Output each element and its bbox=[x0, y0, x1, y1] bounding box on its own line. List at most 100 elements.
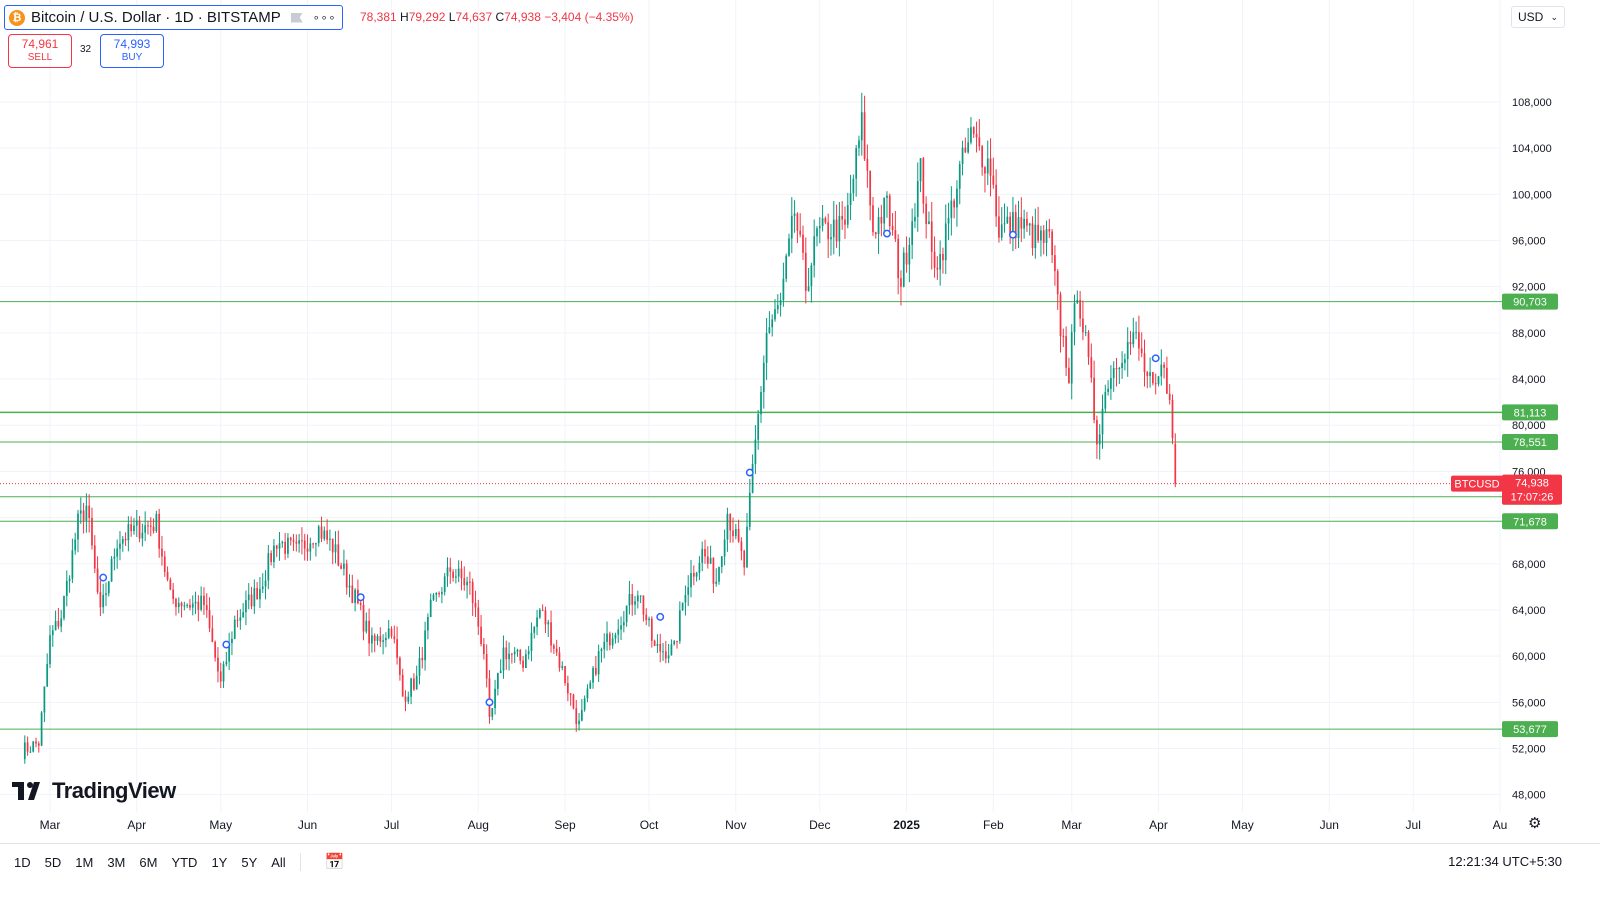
candle-body bbox=[1110, 378, 1112, 389]
candle-body bbox=[1135, 332, 1137, 334]
time-tick-label: Apr bbox=[127, 818, 146, 832]
candle-body bbox=[902, 252, 905, 287]
candle-body bbox=[211, 628, 214, 642]
candle-body bbox=[340, 565, 342, 569]
candle-body bbox=[1104, 391, 1107, 409]
candle-body bbox=[1149, 372, 1151, 376]
candle-body bbox=[760, 392, 762, 415]
candle-body bbox=[119, 543, 121, 549]
price-chart[interactable]: 48,00052,00056,00060,00064,00068,00072,0… bbox=[0, 0, 1600, 843]
candle-body bbox=[1056, 271, 1059, 295]
price-axis[interactable]: 48,00052,00056,00060,00064,00068,00072,0… bbox=[1451, 97, 1562, 802]
spread-value: 32 bbox=[80, 44, 92, 55]
buy-button[interactable]: 74,993 BUY bbox=[100, 34, 164, 68]
candle-body bbox=[197, 601, 200, 610]
time-tick-label: Mar bbox=[1061, 818, 1082, 832]
candle-body bbox=[967, 142, 970, 153]
candle-body bbox=[239, 617, 242, 621]
range-1d[interactable]: 1D bbox=[14, 854, 31, 870]
candle-body bbox=[505, 647, 508, 660]
candle-body bbox=[228, 643, 231, 662]
candle-body bbox=[393, 636, 396, 640]
level-tag bbox=[1502, 721, 1558, 738]
currency-select[interactable]: USD ⌄ bbox=[1511, 6, 1565, 28]
calendar-icon[interactable]: 📅 bbox=[324, 854, 345, 871]
time-tick-label: Jun bbox=[1320, 818, 1339, 832]
range-6m[interactable]: 6M bbox=[139, 854, 158, 870]
candle-body bbox=[986, 158, 989, 174]
price-tick-label: 48,000 bbox=[1512, 790, 1546, 802]
candle-body bbox=[852, 178, 855, 194]
candle-body bbox=[880, 216, 883, 224]
candle-body bbox=[469, 581, 471, 583]
candle-body bbox=[846, 205, 849, 225]
price-tick-label: 52,000 bbox=[1512, 744, 1546, 756]
candle-body bbox=[538, 609, 541, 618]
candle-body bbox=[768, 327, 771, 333]
candle-body bbox=[726, 513, 729, 540]
candle-body bbox=[1012, 212, 1014, 234]
candle-body bbox=[1112, 368, 1115, 379]
candle-body bbox=[281, 541, 284, 544]
range-all[interactable]: All bbox=[271, 854, 286, 870]
candle-body bbox=[603, 641, 606, 650]
candle-body bbox=[600, 649, 603, 652]
candle-body bbox=[57, 620, 60, 627]
range-5d[interactable]: 5D bbox=[44, 854, 62, 870]
sell-button[interactable]: 74,961 SELL bbox=[8, 34, 72, 68]
more-icon[interactable]: ∘∘∘ bbox=[312, 12, 337, 24]
high-value: 79,292 bbox=[408, 10, 446, 24]
flag-icon[interactable] bbox=[290, 12, 303, 23]
level-tag bbox=[1502, 404, 1558, 421]
candle-body bbox=[443, 576, 446, 593]
candle-body bbox=[1132, 332, 1135, 345]
candle-body bbox=[984, 167, 986, 174]
candle-body bbox=[939, 253, 942, 270]
time-tick-label: Jul bbox=[1406, 818, 1421, 832]
candle-body bbox=[1096, 419, 1098, 445]
candle-body bbox=[1171, 399, 1174, 439]
range-5y[interactable]: 5Y bbox=[241, 854, 258, 870]
candle-body bbox=[317, 526, 320, 544]
candle-body bbox=[287, 537, 289, 554]
candle-body bbox=[390, 628, 393, 637]
candle-body bbox=[664, 651, 667, 659]
candle-body bbox=[303, 540, 306, 549]
candle-body bbox=[877, 216, 880, 235]
candle-body bbox=[231, 638, 233, 644]
time-tick-label: Jul bbox=[384, 818, 399, 832]
candle-body bbox=[608, 633, 611, 646]
candle-body bbox=[329, 538, 331, 540]
event-marker bbox=[745, 468, 754, 477]
candle-body bbox=[793, 213, 796, 216]
time-axis[interactable]: FebMarAprMayJunJulAugSepOctNovDec2025Feb… bbox=[0, 818, 1508, 832]
candle-body bbox=[516, 649, 519, 652]
candle-body bbox=[135, 520, 138, 526]
candle-body bbox=[872, 205, 874, 233]
candle-body bbox=[961, 147, 964, 165]
level-tag-label: 71,678 bbox=[1513, 516, 1547, 528]
candle-body bbox=[376, 636, 379, 641]
time-tick-label: Feb bbox=[983, 818, 1004, 832]
candle-body bbox=[732, 530, 734, 537]
level-tag bbox=[1502, 293, 1558, 310]
time-tick-label: May bbox=[1231, 818, 1254, 832]
symbol-header[interactable]: ₿ Bitcoin / U.S. Dollar · 1D · BITSTAMP … bbox=[4, 5, 344, 30]
range-1m[interactable]: 1M bbox=[75, 854, 94, 870]
range-3m[interactable]: 3M bbox=[107, 854, 126, 870]
candle-body bbox=[284, 541, 286, 554]
candle-body bbox=[799, 230, 802, 235]
settings-gear-icon[interactable]: ⚙ bbox=[1528, 815, 1542, 832]
range-ytd[interactable]: YTD bbox=[171, 854, 198, 870]
range-1y[interactable]: 1Y bbox=[211, 854, 228, 870]
candle-body bbox=[275, 545, 278, 549]
price-tick-label: 84,000 bbox=[1512, 374, 1546, 386]
candle-body bbox=[46, 664, 49, 687]
symbol-title: Bitcoin / U.S. Dollar · 1D · BITSTAMP bbox=[31, 9, 281, 26]
candle-body bbox=[455, 576, 457, 578]
candle-body bbox=[74, 539, 77, 551]
candle-body bbox=[1160, 364, 1163, 377]
candle-body bbox=[491, 708, 494, 717]
candle-body bbox=[40, 712, 43, 746]
candle-body bbox=[264, 580, 267, 587]
